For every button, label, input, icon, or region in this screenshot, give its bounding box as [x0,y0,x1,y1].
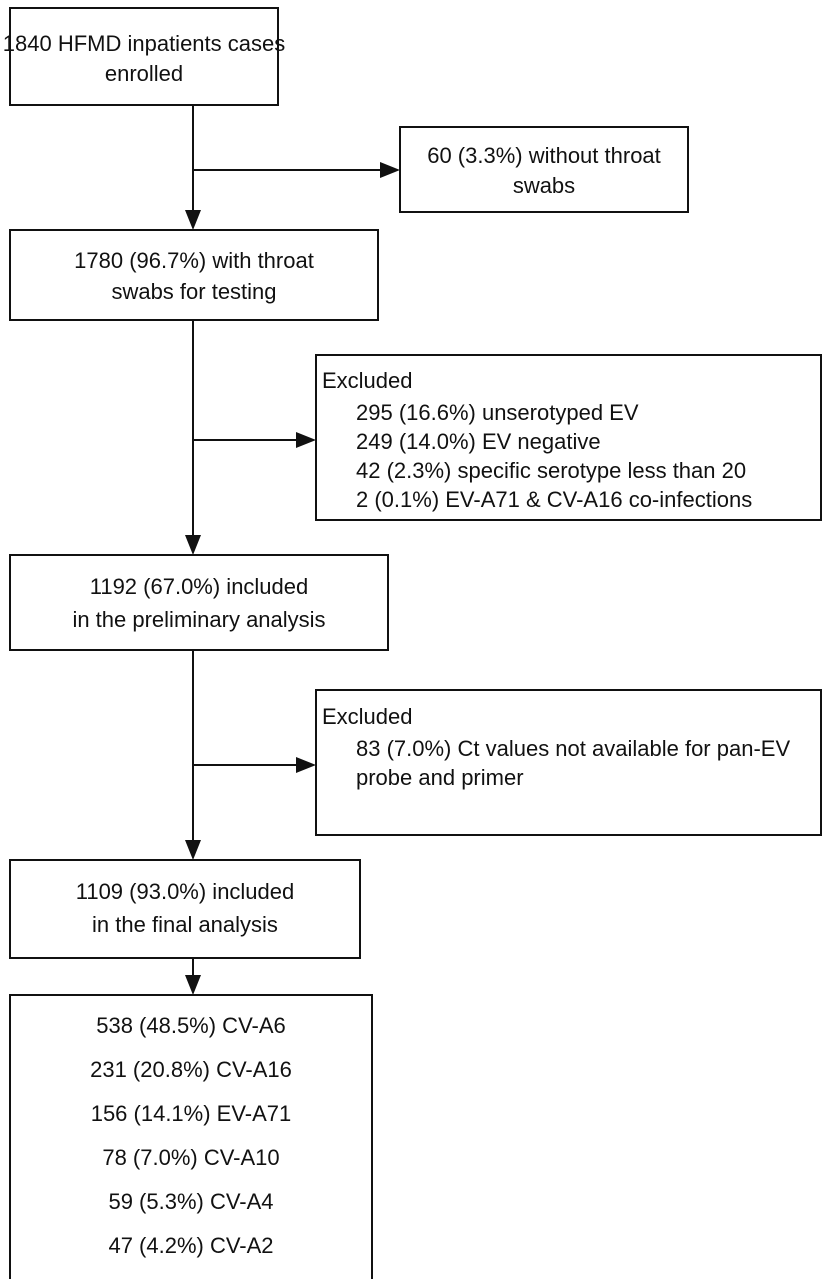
node-text: 1840 HFMD inpatients cases [3,31,285,56]
node-box [399,126,689,213]
arrowhead [296,757,316,773]
node-text: 231 (20.8%) CV-A16 [90,1057,292,1082]
node-text: 1192 (67.0%) included [90,574,309,599]
arrowhead [185,840,201,860]
node-text: 78 (7.0%) CV-A10 [102,1145,279,1170]
node-text: 60 (3.3%) without throat [427,143,661,168]
node-text: 59 (5.3%) CV-A4 [108,1189,273,1214]
flow-node: 538 (48.5%) CV-A6 231 (20.8%) CV-A16 156 (… [9,994,373,1284]
arrowhead [296,432,316,448]
node-heading: Excluded [322,704,413,729]
arrowhead [185,975,201,995]
node-text: 2 (0.1%) EV-A71 & CV-A16 co-infections [356,487,752,512]
node-text: 249 (14.0%) EV negative [356,429,601,454]
node-box [9,7,279,106]
node-text: 538 (48.5%) CV-A6 [96,1013,286,1038]
node-box [9,229,379,321]
node-text: 83 (7.0%) Ct values not available for pa… [356,736,790,761]
arrowhead [185,210,201,230]
node-box [315,689,822,836]
arrowhead [185,535,201,555]
node-text: in the final analysis [92,912,278,937]
arrowhead [380,162,400,178]
flow-node: 1109 (93.0%) included in the final analys… [9,859,361,959]
flow-node: 1780 (96.7%) with throat swabs for testin… [9,229,379,321]
node-box [9,859,361,959]
node-text: swabs [513,173,575,198]
node-text: enrolled [105,61,183,86]
node-text: in the preliminary analysis [72,607,325,632]
node-text: 295 (16.6%) unserotyped EV [356,400,639,425]
node-text: swabs for testing [111,279,276,304]
node-text: probe and primer [356,765,524,790]
flow-node: 1192 (67.0%) included in the preliminary … [9,554,389,651]
flow-node: Excluded 295 (16.6%) unserotyped EV 249 (1… [315,354,822,521]
flow-node: Excluded 83 (7.0%) Ct values not availabl… [315,689,822,836]
flow-node: 1840 HFMD inpatients cases enrolled [3,7,285,106]
flow-node: 60 (3.3%) without throat swabs [399,126,689,213]
node-text: 1109 (93.0%) included [76,879,295,904]
node-box [315,354,822,521]
node-box [9,994,373,1284]
connectors [185,105,400,995]
node-box [9,554,389,651]
node-text: 1780 (96.7%) with throat [74,248,314,273]
node-heading: Excluded [322,368,413,393]
node-text: 42 (2.3%) specific serotype less than 20 [356,458,746,483]
node-text: 156 (14.1%) EV-A71 [91,1101,292,1126]
node-text: 47 (4.2%) CV-A2 [108,1233,273,1258]
